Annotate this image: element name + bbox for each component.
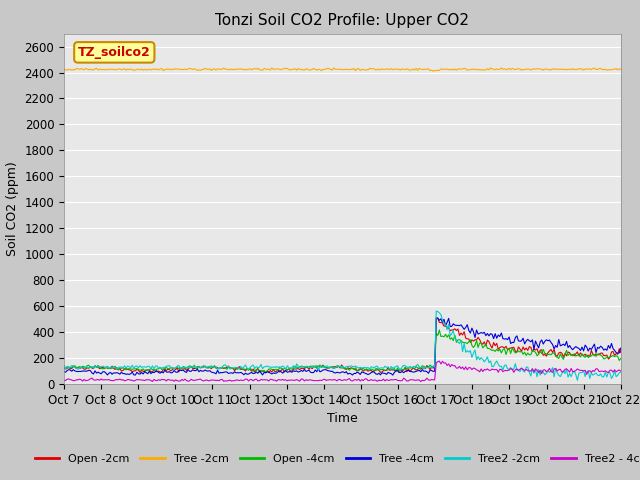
Title: Tonzi Soil CO2 Profile: Upper CO2: Tonzi Soil CO2 Profile: Upper CO2 [216,13,469,28]
Legend: Open -2cm, Tree -2cm, Open -4cm, Tree -4cm, Tree2 -2cm, Tree2 - 4cm: Open -2cm, Tree -2cm, Open -4cm, Tree -4… [30,449,640,468]
Y-axis label: Soil CO2 (ppm): Soil CO2 (ppm) [6,161,19,256]
Text: TZ_soilco2: TZ_soilco2 [78,46,150,59]
X-axis label: Time: Time [327,412,358,425]
